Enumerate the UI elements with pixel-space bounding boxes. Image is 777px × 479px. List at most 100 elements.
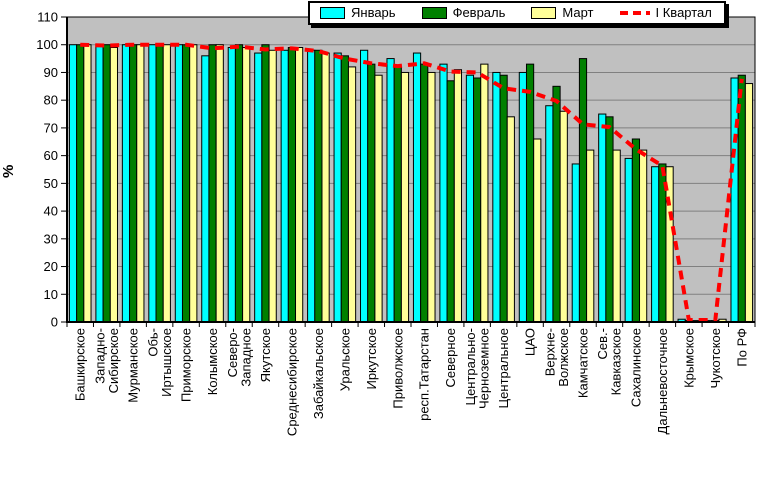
x-category-label: Волжское bbox=[556, 328, 571, 387]
bar-march bbox=[744, 83, 754, 323]
x-category-label: Северо- bbox=[225, 328, 240, 377]
bar-january bbox=[651, 166, 660, 323]
bar-february bbox=[393, 66, 402, 323]
bar-january bbox=[360, 49, 369, 323]
x-category-label: Сев.- bbox=[595, 328, 610, 359]
bar-january bbox=[121, 44, 131, 323]
bar-february bbox=[287, 47, 297, 323]
bar-february bbox=[155, 44, 164, 323]
bar-march bbox=[162, 44, 171, 323]
y-tick-label: 30 bbox=[44, 231, 58, 246]
bar-february bbox=[314, 49, 323, 323]
quarter-line bbox=[80, 42, 744, 323]
bar-march bbox=[639, 149, 648, 323]
bar-march bbox=[453, 69, 462, 323]
bar-january bbox=[174, 44, 183, 323]
bar-january bbox=[730, 77, 739, 323]
x-category-label: Иртышское bbox=[159, 328, 174, 397]
x-category-label: Северное bbox=[443, 328, 458, 387]
bar-january bbox=[95, 44, 104, 323]
bar-march bbox=[400, 71, 410, 323]
x-category-label: Иркутское bbox=[364, 328, 379, 390]
x-category-label: Чукотское bbox=[708, 328, 723, 389]
bar-february bbox=[340, 55, 349, 323]
chart-legend: Январь Февраль Март I Квартал bbox=[308, 1, 726, 25]
bar-february bbox=[76, 44, 85, 323]
bar-january bbox=[280, 49, 289, 323]
x-category-label: Дальневосточное bbox=[655, 328, 670, 434]
bar-january bbox=[333, 52, 342, 323]
bar-january bbox=[598, 113, 607, 323]
x-category-label: Сибирское bbox=[106, 328, 121, 393]
bar-february bbox=[578, 58, 588, 323]
x-category-label: Центральное bbox=[496, 328, 511, 408]
legend-label: I Квартал bbox=[655, 5, 712, 20]
x-category-label: Центрально- bbox=[463, 328, 478, 406]
y-tick-label: 110 bbox=[37, 10, 58, 25]
x-category-label: респ.Татарстан bbox=[417, 328, 432, 421]
bar-march bbox=[374, 74, 383, 323]
x-category-label: ЦАО bbox=[523, 328, 538, 356]
bar-january bbox=[68, 44, 78, 323]
bar-march bbox=[612, 149, 621, 323]
bar-january bbox=[571, 163, 580, 323]
x-category-label: Западно- bbox=[92, 328, 107, 384]
bar-february bbox=[605, 116, 614, 323]
x-category-label: Среднесибирское bbox=[284, 328, 299, 436]
x-category-label: Верхне- bbox=[542, 328, 557, 376]
bar-march bbox=[109, 47, 118, 323]
bar-march bbox=[321, 52, 330, 323]
bar-february bbox=[499, 74, 508, 323]
x-category-label: Кавказское bbox=[609, 328, 624, 395]
bar-january bbox=[412, 52, 422, 323]
bar-march bbox=[242, 47, 251, 323]
bar-february bbox=[473, 77, 482, 323]
bar-march bbox=[215, 44, 224, 323]
bar-january bbox=[492, 71, 501, 323]
x-category-label: Якутское bbox=[258, 328, 273, 382]
bar-february bbox=[631, 138, 641, 323]
bar-february bbox=[234, 44, 244, 323]
bar-february bbox=[446, 80, 455, 323]
bar-january bbox=[465, 74, 475, 323]
bar-february bbox=[181, 44, 191, 323]
x-category-label: Забайкальское bbox=[311, 328, 326, 419]
x-category-label: Сахалинское bbox=[628, 328, 643, 407]
x-category-label: Камчатское bbox=[576, 328, 591, 398]
legend-item: Январь bbox=[320, 5, 396, 20]
bar-march bbox=[189, 44, 198, 323]
bar-february bbox=[261, 44, 270, 323]
bar-february bbox=[420, 63, 429, 323]
y-tick-label: 20 bbox=[44, 259, 58, 274]
bar-march bbox=[506, 116, 515, 323]
bar-february bbox=[552, 85, 561, 323]
legend-swatch-icon bbox=[421, 6, 447, 19]
legend-item: Март bbox=[531, 5, 594, 20]
bar-march bbox=[83, 44, 92, 323]
bar-march bbox=[533, 138, 542, 323]
bar-february bbox=[129, 44, 138, 323]
x-category-label: По РФ bbox=[734, 328, 749, 367]
y-tick-label: 60 bbox=[44, 148, 58, 163]
legend-swatch-icon bbox=[531, 6, 557, 19]
bar-january bbox=[254, 52, 263, 323]
bar-february bbox=[525, 63, 535, 323]
x-category-label: Западное bbox=[238, 328, 253, 387]
x-category-label: Уральское bbox=[337, 328, 352, 391]
y-axis-title: % bbox=[0, 164, 17, 178]
bar-january bbox=[439, 63, 448, 323]
x-category-label: Крымское bbox=[681, 328, 696, 388]
x-category-label: Приморское bbox=[179, 328, 194, 402]
bar-march bbox=[559, 110, 568, 323]
bar-march bbox=[347, 66, 357, 323]
bar-march bbox=[427, 71, 436, 323]
x-category-label: Обь- bbox=[145, 328, 160, 357]
legend-label: Февраль bbox=[452, 5, 506, 20]
bar-february bbox=[102, 44, 111, 323]
legend-label: Январь bbox=[351, 5, 396, 20]
x-category-label: Башкирское bbox=[73, 328, 88, 401]
bar-january bbox=[227, 47, 236, 323]
bar-january bbox=[201, 55, 210, 323]
bar-march bbox=[136, 44, 145, 323]
